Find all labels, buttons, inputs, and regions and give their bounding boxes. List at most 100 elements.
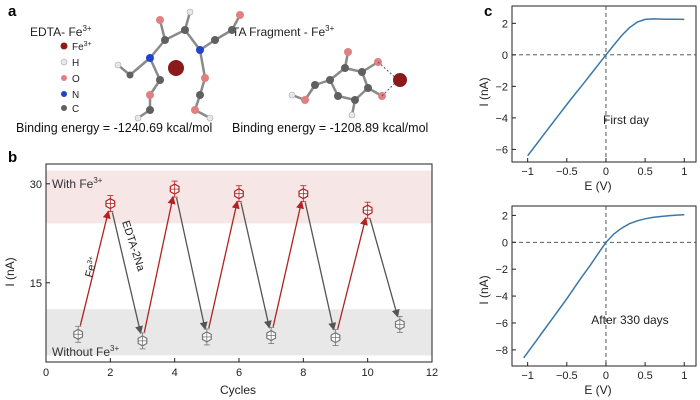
- y-tick-label: −6: [495, 144, 508, 156]
- x-ticks-c-top: −1 −0.5 0 0.5 1: [521, 158, 687, 178]
- cycle-point: [169, 180, 180, 198]
- y-axis-label-c-bottom: I (nA): [477, 275, 491, 304]
- panel-a: a EDTA- Fe3+ TA Fragment - Fe3+ Fe3+ H O…: [8, 3, 428, 135]
- x-ticks-b: 0 2 4 6 8 10 12: [43, 358, 438, 379]
- atom-legend: Fe3+ H O N C: [60, 41, 92, 115]
- x-ticks-c-bottom: −1 −0.5 0 0.5 1: [521, 362, 687, 382]
- x-tick-label: −0.5: [556, 166, 578, 178]
- x-tick-label: 1: [681, 370, 687, 382]
- y-ticks-c-top: −6 −4 −2 0 2: [495, 18, 516, 156]
- edta-removal-arrow: [369, 218, 400, 318]
- n-atom-icon: [61, 91, 67, 97]
- cycle-point: [394, 315, 405, 333]
- ta-fe-molecule-icon: [288, 48, 407, 119]
- x-axis-label-c-bottom: E (V): [584, 383, 611, 397]
- y-tick-label: −6: [495, 318, 508, 330]
- edta-arrow-label: EDTA-2Na: [119, 219, 147, 273]
- edta-removal-arrow: [240, 202, 272, 329]
- x-tick-label: 8: [300, 367, 306, 379]
- cycle-point: [362, 201, 373, 219]
- y-tick-label: −2: [495, 81, 508, 93]
- cycle-point: [137, 332, 148, 350]
- fe-addition-arrow: [143, 195, 176, 333]
- y-tick-label: −2: [495, 264, 508, 276]
- with-fe-label: With Fe3+: [52, 176, 103, 191]
- without-fe-label: Without Fe3+: [52, 344, 119, 359]
- cycle-point: [234, 185, 244, 203]
- binding-energy-edta: Binding energy = -1240.69 kcal/mol: [16, 121, 212, 135]
- fe-atom-icon: [60, 42, 68, 50]
- zero-guides-c-top: [512, 6, 696, 162]
- h-atom-icon: [60, 58, 68, 66]
- legend-fe: Fe3+: [72, 41, 92, 53]
- y-tick-label: 0: [502, 237, 508, 249]
- fe-addition-arrow: [79, 210, 111, 326]
- y-axis-label-c-top: I (nA): [477, 77, 491, 106]
- x-tick-label: 0.5: [637, 370, 652, 382]
- x-tick-label: 2: [107, 367, 113, 379]
- x-tick-label: 0: [603, 166, 609, 178]
- edta-removal-arrow: [175, 197, 208, 331]
- legend-c: C: [72, 104, 79, 115]
- panel-letter-b: b: [8, 149, 17, 166]
- plot-frame-c-bottom: [511, 205, 697, 367]
- zero-guides-c-bottom: [512, 206, 696, 366]
- edta-fe-molecule-icon: [114, 8, 244, 122]
- y-tick-label: −4: [495, 113, 508, 125]
- x-tick-label: 0: [603, 370, 609, 382]
- legend-o: O: [72, 74, 80, 85]
- plot-frame-c-top: [511, 5, 697, 163]
- after-330-days-note: After 330 days: [591, 313, 668, 327]
- o-atom-icon: [61, 75, 67, 81]
- x-axis-label-c-top: E (V): [584, 179, 611, 193]
- x-tick-label: 12: [426, 367, 438, 379]
- panel-letter-a: a: [8, 3, 17, 20]
- cycle-point: [266, 327, 277, 345]
- fe-addition-arrow: [337, 216, 368, 330]
- c-atom-icon: [61, 105, 67, 111]
- x-tick-label: 0.5: [637, 166, 652, 178]
- x-tick-label: −0.5: [556, 370, 578, 382]
- x-tick-label: −1: [521, 370, 534, 382]
- cycle-point: [330, 329, 341, 346]
- y-ticks-c-bottom: −8 −6 −4 −2 0 2: [495, 210, 516, 357]
- panel-c: c −1 −0.5 0 0.5 1 −6 −4 −2 0 2 First day E (V) I…: [477, 3, 697, 397]
- binding-energy-ta: Binding energy = -1208.89 kcal/mol: [232, 121, 428, 135]
- y-axis-label-b: I (nA): [3, 257, 17, 286]
- edta-fe-title: EDTA- Fe3+: [30, 24, 92, 39]
- x-tick-label: 6: [236, 367, 242, 379]
- y-tick-label: −8: [495, 345, 508, 357]
- without-fe-band: [46, 309, 432, 356]
- cycle-point: [298, 185, 309, 203]
- cycle-point: [73, 325, 84, 343]
- cycle-points: [73, 180, 405, 350]
- x-tick-label: 1: [681, 166, 687, 178]
- y-tick-label: 15: [30, 278, 42, 290]
- fe-addition-arrow: [208, 200, 240, 329]
- ta-fe-title: TA Fragment - Fe3+: [232, 24, 335, 39]
- y-tick-label: 2: [502, 210, 508, 222]
- legend-n: N: [72, 90, 79, 101]
- y-tick-label: 0: [502, 50, 508, 62]
- y-tick-label: 2: [502, 18, 508, 30]
- edta-removal-arrow: [304, 202, 337, 331]
- first-day-note: First day: [603, 113, 649, 127]
- iv-curve-first-day: [527, 18, 685, 157]
- x-tick-label: −1: [521, 166, 534, 178]
- y-tick-label: 30: [30, 179, 42, 191]
- x-axis-label-b: Cycles: [220, 383, 256, 397]
- x-tick-label: 0: [43, 367, 49, 379]
- x-tick-label: 10: [362, 367, 374, 379]
- cycle-point: [105, 195, 116, 213]
- legend-h: H: [72, 58, 79, 69]
- edta-removal-arrow: [111, 212, 143, 335]
- iv-curve-after-330-days: [523, 213, 685, 359]
- y-tick-label: −4: [495, 291, 508, 303]
- panel-letter-c: c: [484, 3, 492, 20]
- fe-arrow-label: Fe3+: [83, 256, 100, 279]
- fe-addition-arrow: [272, 200, 304, 327]
- cycle-point: [201, 328, 212, 346]
